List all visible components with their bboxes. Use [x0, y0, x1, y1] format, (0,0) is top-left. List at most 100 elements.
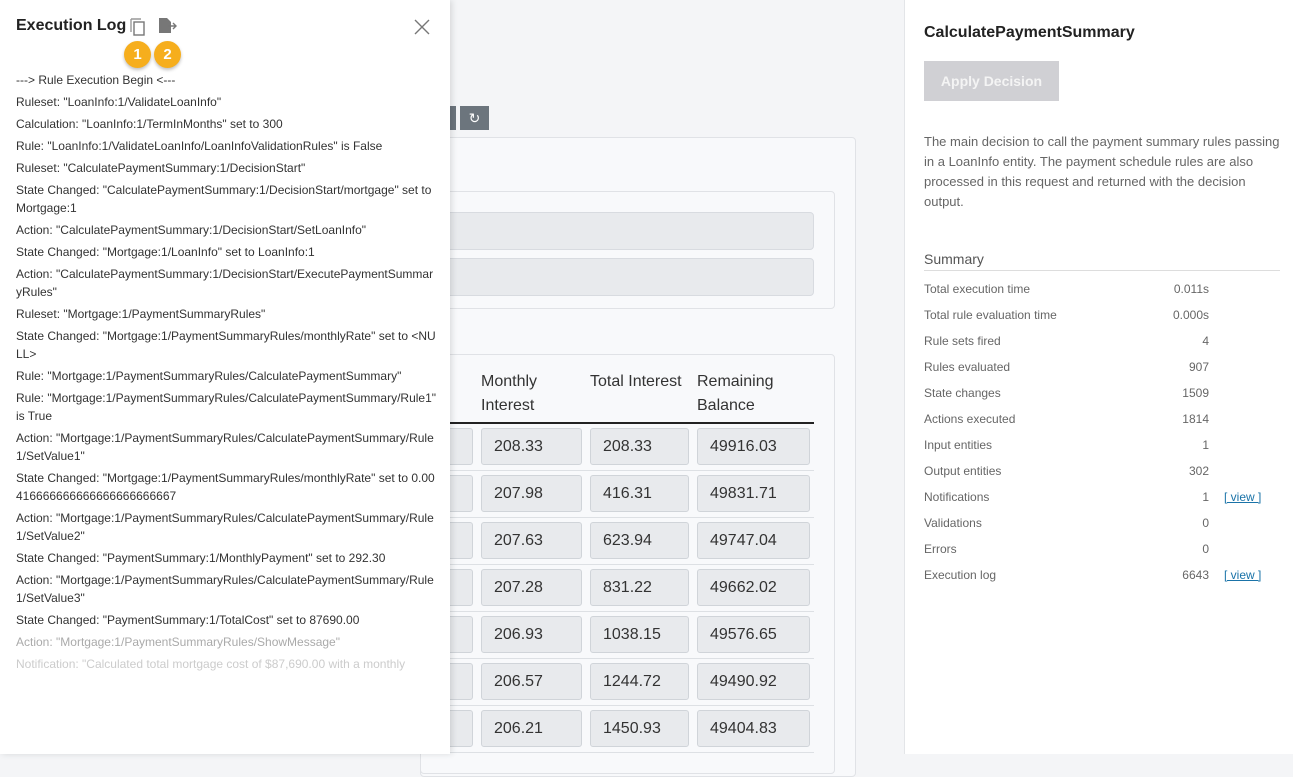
log-entry: Calculation: "LoanInfo:1/TermInMonths" s…	[16, 117, 283, 131]
summary-value: 0.011s	[1173, 282, 1209, 296]
summary-row: Rules evaluated 907	[924, 360, 1264, 376]
summary-row: Total execution time 0.011s	[924, 282, 1264, 298]
table-cell[interactable]: 49490.92	[697, 663, 810, 700]
export-icon[interactable]	[158, 17, 178, 37]
table-cell[interactable]: 206.21	[481, 710, 582, 747]
summary-value: 0	[1202, 516, 1209, 530]
log-entry: State Changed: "Mortgage:1/PaymentSummar…	[16, 329, 436, 361]
summary-row: Notifications 1 [ view ]	[924, 490, 1264, 506]
summary-label: Total execution time	[924, 282, 1031, 296]
log-entry: Action: "Mortgage:1/PaymentSummaryRules/…	[16, 431, 434, 463]
table-cell[interactable]: 49747.04	[697, 522, 810, 559]
view-link[interactable]: [ view ]	[1224, 568, 1262, 582]
summary-value: 302	[1188, 464, 1209, 478]
summary-row: Errors 0	[924, 542, 1264, 558]
decision-workspace: ↻ Monthly Interest Total Interest Remain…	[420, 106, 856, 777]
table-cell[interactable]: 831.22	[590, 569, 689, 606]
summary-label: State changes	[924, 386, 1001, 400]
summary-label: Errors	[924, 542, 957, 556]
table-cell[interactable]: 1450.93	[590, 710, 689, 747]
column-header: Total Interest	[590, 373, 682, 390]
log-title: Execution Log	[16, 17, 127, 34]
log-entry: Action: "Mortgage:1/PaymentSummaryRules/…	[16, 635, 340, 649]
log-entry: State Changed: "CalculatePaymentSummary:…	[16, 183, 432, 215]
log-entry: Ruleset: "CalculatePaymentSummary:1/Deci…	[16, 161, 306, 175]
log-entry: State Changed: "Mortgage:1/PaymentSummar…	[16, 471, 435, 503]
summary-label: Rules evaluated	[924, 360, 1011, 374]
log-entry: Action: "CalculatePaymentSummary:1/Decis…	[16, 223, 367, 237]
table-cell[interactable]: 49662.02	[697, 569, 810, 606]
decision-title: CalculatePaymentSummary	[924, 24, 1135, 41]
table-cell[interactable]: 1038.15	[590, 616, 689, 653]
table-cell[interactable]: 1244.72	[590, 663, 689, 700]
summary-label: Rule sets fired	[924, 334, 1001, 348]
log-entry: State Changed: "PaymentSummary:1/Monthly…	[16, 551, 386, 565]
log-entry: Action: "Mortgage:1/PaymentSummaryRules/…	[16, 573, 434, 605]
table-cell[interactable]: 623.94	[590, 522, 689, 559]
refresh-icon: ↻	[468, 109, 481, 126]
row-divider	[420, 705, 814, 706]
summary-value: 907	[1188, 360, 1209, 374]
step-badge-1: 1	[124, 41, 151, 68]
table-cell[interactable]: 206.93	[481, 616, 582, 653]
refresh-button[interactable]: ↻	[460, 106, 489, 130]
log-entry: Ruleset: "Mortgage:1/PaymentSummaryRules…	[16, 307, 266, 321]
row-divider	[420, 611, 814, 612]
input-field[interactable]	[420, 258, 814, 296]
summary-row: State changes 1509	[924, 386, 1264, 402]
apply-decision-button[interactable]: Apply Decision	[924, 61, 1059, 101]
summary-label: Execution log	[924, 568, 997, 582]
log-entry: Action: "Mortgage:1/PaymentSummaryRules/…	[16, 511, 434, 543]
summary-heading: Summary	[924, 251, 1280, 271]
summary-value: 4	[1202, 334, 1209, 348]
row-divider	[420, 658, 814, 659]
decision-details-panel: CalculatePaymentSummary Apply Decision T…	[904, 0, 1293, 754]
summary-row: Execution log 6643 [ view ]	[924, 568, 1264, 584]
log-entry: Rule: "LoanInfo:1/ValidateLoanInfo/LoanI…	[16, 139, 383, 153]
input-field[interactable]	[420, 212, 814, 250]
row-divider	[420, 752, 814, 753]
summary-label: Total rule evaluation time	[924, 308, 1057, 322]
summary-row: Validations 0	[924, 516, 1264, 532]
summary-value: 1509	[1182, 386, 1209, 400]
table-cell[interactable]: 416.31	[590, 475, 689, 512]
table-cell[interactable]: 207.28	[481, 569, 582, 606]
view-link[interactable]: [ view ]	[1224, 490, 1262, 504]
table-cell[interactable]: 207.63	[481, 522, 582, 559]
table-cell[interactable]: 208.33	[481, 428, 582, 465]
summary-label: Notifications	[924, 490, 990, 504]
log-entry: Ruleset: "LoanInfo:1/ValidateLoanInfo"	[16, 95, 222, 109]
row-divider	[420, 564, 814, 565]
table-cell[interactable]: 49831.71	[697, 475, 810, 512]
summary-value: 6643	[1182, 568, 1209, 582]
copy-icon[interactable]	[129, 17, 147, 37]
step-badge-2: 2	[154, 41, 181, 68]
table-cell[interactable]: 49404.83	[697, 710, 810, 747]
log-entries: ---> Rule Execution Begin <--- Ruleset: "…	[16, 71, 438, 677]
summary-label: Output entities	[924, 464, 1002, 478]
log-entry: State Changed: "PaymentSummary:1/TotalCo…	[16, 613, 360, 627]
summary-value: 1	[1202, 438, 1209, 452]
summary-label: Validations	[924, 516, 982, 530]
row-divider	[420, 470, 814, 471]
log-entry: Rule: "Mortgage:1/PaymentSummaryRules/Ca…	[16, 369, 402, 383]
table-cell[interactable]: 208.33	[590, 428, 689, 465]
log-entry: Notification: "Calculated total mortgage…	[16, 657, 406, 671]
log-entry: Rule: "Mortgage:1/PaymentSummaryRules/Ca…	[16, 391, 437, 423]
log-entry: Action: "CalculatePaymentSummary:1/Decis…	[16, 267, 434, 299]
table-cell[interactable]: 49576.65	[697, 616, 810, 653]
summary-row: Input entities 1	[924, 438, 1264, 454]
table-cell[interactable]: 49916.03	[697, 428, 810, 465]
summary-value: 1	[1202, 490, 1209, 504]
summary-row: Output entities 302	[924, 464, 1264, 480]
table-cell[interactable]: 207.98	[481, 475, 582, 512]
summary-value: 0	[1202, 542, 1209, 556]
summary-value: 0.000s	[1172, 308, 1209, 322]
header-divider	[420, 422, 814, 424]
summary-row: Actions executed 1814	[924, 412, 1264, 428]
table-cell[interactable]: 206.57	[481, 663, 582, 700]
summary-label: Actions executed	[924, 412, 1016, 426]
close-icon[interactable]	[414, 19, 430, 35]
row-divider	[420, 517, 814, 518]
summary-label: Input entities	[924, 438, 993, 452]
